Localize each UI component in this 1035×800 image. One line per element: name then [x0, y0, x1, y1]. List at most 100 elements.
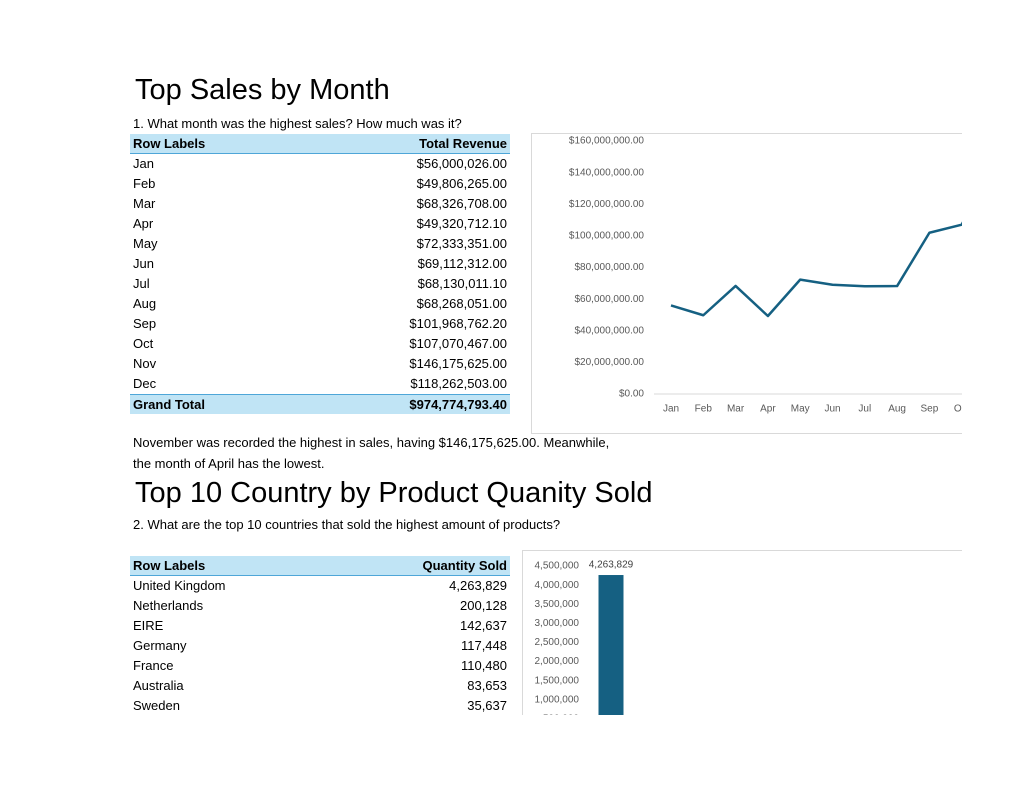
- table-cell: 83,653: [467, 678, 507, 693]
- y-tick-label: 500,000: [543, 714, 580, 715]
- x-tick-label: Mar: [727, 404, 745, 415]
- table-cell: Jun: [133, 256, 154, 271]
- x-tick-label: Oct: [954, 404, 962, 415]
- x-tick-label: Apr: [760, 404, 776, 415]
- y-tick-label: 4,500,000: [535, 561, 580, 572]
- table-cell: Australia: [133, 678, 184, 693]
- table-cell: $68,326,708.00: [416, 196, 507, 211]
- answer-line: November was recorded the highest in sal…: [133, 435, 610, 450]
- table-cell: EIRE: [133, 618, 164, 633]
- y-tick-label: 4,000,000: [535, 580, 580, 591]
- table-row: Jul $68,130,011.10: [130, 274, 510, 294]
- table-row: France 110,480: [130, 656, 510, 676]
- table-cell: France: [133, 658, 174, 673]
- table-row: Apr $49,320,712.10: [130, 214, 510, 234]
- line-chart-box: $0.00 $20,000,000.00 $40,000,000.00 $60,000…: [531, 133, 962, 434]
- table-cell: Sweden: [133, 698, 180, 713]
- table-cell: Quantity Sold: [422, 558, 508, 573]
- table-cell: 117,448: [460, 638, 507, 653]
- table-row: Mar $68,326,708.00: [130, 194, 510, 214]
- question: 2. What are the top 10 countries that so…: [133, 517, 561, 532]
- table-cell: Total Revenue: [419, 136, 507, 151]
- table-row: May $72,333,351.00: [130, 234, 510, 254]
- table-cell: United Kingdom: [133, 578, 226, 593]
- bar-chart-box: 500,000 1,000,000 1,500,000 2,000,000 2,500,…: [522, 550, 962, 715]
- table-cell: May: [133, 236, 158, 251]
- table-row: Germany 117,448: [130, 636, 510, 656]
- table-cell: $974,774,793.40: [409, 397, 507, 412]
- table-row: Aug $68,268,051.00: [130, 294, 510, 314]
- y-tick-label: $80,000,000.00: [574, 262, 644, 273]
- line: [670, 221, 962, 318]
- table-cell: Mar: [133, 196, 156, 211]
- table-cell: $49,320,712.10: [416, 216, 507, 231]
- line-chart: $0.00 $20,000,000.00 $40,000,000.00 $60,000…: [569, 136, 962, 415]
- y-tick-label: $60,000,000.00: [574, 294, 644, 305]
- x-tick-label: Feb: [695, 404, 713, 415]
- table-row: Dec $118,262,503.00: [130, 374, 510, 394]
- table-row: Netherlands 200,128: [130, 596, 510, 616]
- y-tick-label: 1,000,000: [535, 694, 580, 705]
- bar: [598, 575, 624, 715]
- table-cell: $107,070,467.00: [409, 336, 507, 351]
- table-cell: Oct: [133, 336, 154, 351]
- table-cell: Nov: [133, 356, 157, 371]
- x-tick-label: Jul: [858, 404, 871, 415]
- table-cell: 142,637: [460, 618, 507, 633]
- table-cell: 35,637: [467, 698, 507, 713]
- table-cell: Netherlands: [133, 598, 204, 613]
- table-cell: $101,968,762.20: [409, 316, 507, 331]
- table-row: Jun $69,112,312.00: [130, 254, 510, 274]
- table-row: United Kingdom 4,263,829: [130, 576, 510, 596]
- y-tick-label: 3,500,000: [535, 599, 580, 610]
- y-tick-label: $120,000,000.00: [569, 199, 645, 210]
- table-row: Sep $101,968,762.20: [130, 314, 510, 334]
- table-cell: Dec: [133, 376, 157, 391]
- table-cell: Grand Total: [133, 397, 205, 412]
- table-cell: Aug: [133, 296, 157, 311]
- table-cell: $68,130,011.10: [417, 276, 507, 291]
- table-cell: Germany: [133, 638, 187, 653]
- table-row: Feb $49,806,265.00: [130, 174, 510, 194]
- table-cell: $49,806,265.00: [416, 176, 507, 191]
- section-title: Top 10 Country by Product Quanity Sold: [135, 477, 653, 509]
- section-title: Top Sales by Month: [135, 74, 390, 106]
- x-tick-label: Sep: [921, 404, 939, 415]
- y-tick-label: $140,000,000.00: [569, 167, 645, 178]
- table-row: EIRE 142,637: [130, 616, 510, 636]
- y-tick-label: $160,000,000.00: [569, 136, 645, 147]
- x-tick-label: Aug: [888, 404, 906, 415]
- table-cell: Jul: [133, 276, 150, 291]
- table-cell: Jan: [133, 156, 154, 171]
- table-row: Oct $107,070,467.00: [130, 334, 510, 354]
- table-row: Grand Total $974,774,793.40: [130, 394, 510, 414]
- table-cell: 4,263,829: [449, 578, 507, 593]
- y-tick-label: 2,000,000: [535, 656, 580, 667]
- y-tick-label: 1,500,000: [535, 675, 580, 686]
- bar-chart: 500,000 1,000,000 1,500,000 2,000,000 2,500,…: [535, 560, 674, 715]
- y-tick-label: 3,000,000: [535, 618, 580, 629]
- table-row: Sweden 35,637: [130, 696, 510, 716]
- table-cell: $118,262,503.00: [410, 376, 507, 391]
- x-tick-label: Jan: [663, 404, 679, 415]
- table-cell: 110,480: [460, 658, 507, 673]
- x-tick-label: Jun: [824, 404, 840, 415]
- table-cell: $146,175,625.00: [409, 356, 507, 371]
- table-cell: Row Labels: [133, 136, 206, 151]
- table-cell: $69,112,312.00: [417, 256, 507, 271]
- y-tick-label: $0.00: [619, 389, 644, 400]
- table-row: Row Labels Total Revenue: [130, 134, 510, 154]
- y-tick-label: $40,000,000.00: [574, 325, 644, 336]
- data-label: 4,263,829: [589, 560, 634, 571]
- table-row: Nov $146,175,625.00: [130, 354, 510, 374]
- table-cell: Row Labels: [133, 558, 206, 573]
- table-cell: Sep: [133, 316, 157, 331]
- table-cell: $68,268,051.00: [416, 296, 507, 311]
- answer-line: the month of April has the lowest.: [133, 456, 325, 471]
- table-row: Australia 83,653: [130, 676, 510, 696]
- y-tick-label: $100,000,000.00: [569, 231, 645, 242]
- table-row: Jan $56,000,026.00: [130, 154, 510, 174]
- table-row: Row Labels Quantity Sold: [130, 556, 510, 576]
- table-cell: 200,128: [460, 598, 507, 613]
